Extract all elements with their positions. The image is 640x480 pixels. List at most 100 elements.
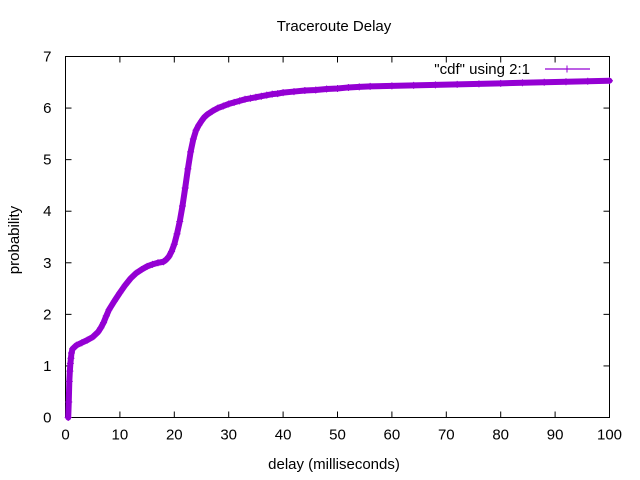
series-layer — [64, 77, 613, 421]
data-point — [173, 230, 181, 238]
x-tick-label: 90 — [547, 427, 564, 444]
data-point — [323, 85, 331, 93]
data-point — [78, 339, 86, 347]
y-tick-label: 3 — [43, 255, 51, 272]
x-axis-label: delay (milliseconds) — [268, 456, 400, 473]
data-point — [518, 79, 526, 87]
x-tick-label: 80 — [492, 427, 509, 444]
data-point — [195, 121, 203, 129]
data-point — [388, 82, 396, 90]
data-point — [83, 336, 91, 344]
data-point — [279, 89, 287, 97]
legend-marker — [563, 65, 571, 73]
data-point — [208, 107, 216, 115]
data-point — [178, 202, 186, 210]
x-tick-label: 50 — [329, 427, 346, 444]
data-point — [497, 79, 505, 87]
data-point — [170, 240, 178, 248]
x-tick-label: 30 — [220, 427, 237, 444]
data-point — [149, 260, 157, 268]
data-point — [192, 126, 200, 134]
chart-title: Traceroute Delay — [277, 18, 392, 35]
series-line — [67, 79, 610, 418]
data-point — [268, 90, 276, 98]
data-point — [290, 88, 298, 96]
data-point — [355, 83, 363, 91]
data-point — [257, 92, 265, 100]
data-point — [100, 319, 108, 327]
data-point — [89, 333, 97, 341]
data-point — [94, 328, 102, 336]
data-point — [64, 414, 72, 421]
data-point — [121, 281, 129, 289]
data-point — [143, 262, 151, 270]
data-point — [116, 289, 124, 297]
y-tick-label: 7 — [43, 49, 51, 66]
data-point — [69, 345, 77, 353]
y-tick-label: 5 — [43, 152, 51, 169]
x-tick-label: 40 — [275, 427, 292, 444]
y-tick-label: 1 — [43, 358, 51, 375]
data-point — [236, 97, 244, 105]
data-point — [584, 77, 592, 85]
data-point — [203, 111, 211, 119]
data-point — [176, 218, 184, 226]
x-tick-label: 20 — [166, 427, 183, 444]
y-axis: 0 1 2 3 4 5 6 7 — [43, 49, 610, 427]
data-point — [102, 312, 110, 320]
data-point — [105, 306, 113, 314]
data-point — [65, 377, 73, 385]
series-0 — [64, 77, 613, 421]
data-point — [225, 100, 233, 108]
data-point — [65, 398, 73, 406]
y-axis-label: probability — [6, 205, 23, 274]
plot-frame — [65, 56, 610, 418]
legend: "cdf" using 2:1 — [434, 61, 590, 78]
data-point — [475, 80, 483, 88]
data-point — [66, 359, 74, 367]
data-point — [274, 90, 282, 98]
x-tick-label: 100 — [597, 427, 622, 444]
x-tick-label: 60 — [384, 427, 401, 444]
data-point — [410, 81, 418, 89]
data-point — [138, 265, 146, 273]
x-tick-label: 70 — [438, 427, 455, 444]
data-point — [453, 80, 461, 88]
data-point — [72, 341, 80, 349]
data-point — [110, 297, 118, 305]
data-point — [154, 259, 162, 267]
data-point — [67, 354, 75, 362]
data-point — [127, 274, 135, 282]
data-point — [187, 148, 195, 156]
y-tick-label: 6 — [43, 100, 51, 117]
x-tick-label: 0 — [61, 427, 69, 444]
series-line-band — [65, 77, 613, 421]
y-tick-label: 0 — [43, 410, 51, 427]
y-tick-label: 4 — [43, 203, 51, 220]
legend-label: "cdf" using 2:1 — [434, 61, 530, 78]
legend-marker-plus — [563, 65, 571, 73]
data-point — [97, 324, 105, 332]
data-point — [219, 102, 227, 110]
y-tick-label: 2 — [43, 306, 51, 323]
data-point — [181, 184, 189, 192]
data-point — [334, 84, 341, 92]
data-point — [66, 367, 74, 375]
x-axis: 0 10 20 30 40 50 60 70 80 90 100 — [61, 56, 622, 444]
data-point — [198, 117, 205, 125]
data-point — [165, 253, 173, 261]
data-point — [431, 81, 439, 89]
data-point — [344, 83, 352, 91]
data-point — [214, 104, 222, 112]
data-point — [301, 87, 309, 95]
data-point — [366, 82, 374, 90]
data-point — [241, 95, 249, 103]
data-point — [132, 269, 140, 277]
data-point — [312, 86, 320, 94]
x-tick-label: 10 — [112, 427, 129, 444]
data-point — [562, 78, 570, 86]
data-point — [252, 93, 260, 101]
data-point — [168, 247, 176, 255]
data-point — [606, 77, 613, 85]
